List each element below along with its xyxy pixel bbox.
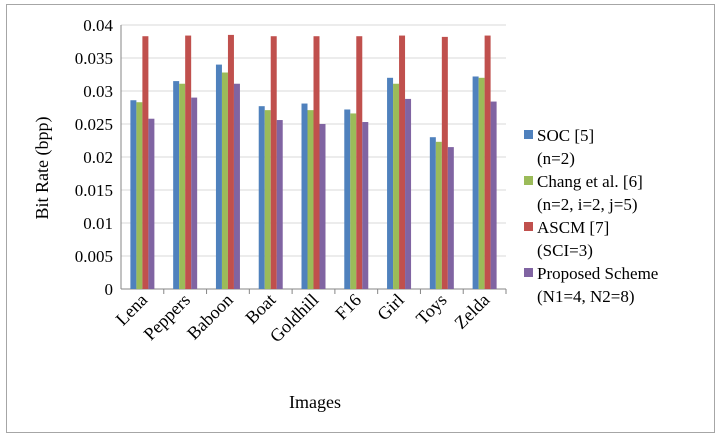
legend-series-params: (n=2) [537,149,575,168]
bar-zelda-series-2 [478,77,485,289]
bar-boat-series-1 [258,106,265,290]
legend-item: ASCM [7] (SCI=3) [524,216,714,262]
x-tick-label: Peppers [140,290,194,344]
bar-baboon-series-1 [215,64,222,289]
x-tick-label: F16 [331,290,365,324]
legend-series-name: Proposed Scheme [537,264,659,283]
y-tick-label: 0.01 [83,214,113,233]
bar-f16-series-1 [344,109,351,289]
legend-series-params: (SCI=3) [537,241,593,260]
bar-goldhill-series-4 [319,124,326,289]
bars [130,34,497,290]
bar-lena-series-2 [136,102,143,289]
bar-lena-series-1 [130,100,137,290]
y-tick-label: 0.035 [75,49,113,68]
bar-peppers-series-2 [179,83,186,290]
bar-girl-series-3 [399,35,406,290]
x-tick-label: Toys [412,290,451,329]
legend-series-name: Chang et al. [6] [537,172,643,191]
bar-lena-series-4 [148,118,155,289]
legend-swatch [524,222,533,231]
y-tick-label: 0.02 [83,148,113,167]
legend: SOC [5] (n=2) Chang et al. [6] (n=2, i=2, j… [524,124,714,308]
bar-goldhill-series-1 [301,103,308,289]
x-axis-label: Images [289,392,341,412]
bar-zelda-series-1 [472,76,479,289]
bar-goldhill-series-2 [307,110,314,289]
bar-boat-series-3 [270,36,277,289]
x-tick-label: Boat [241,290,279,328]
legend-swatch [524,130,533,139]
bar-baboon-series-3 [227,34,234,290]
bar-toys-series-1 [429,137,436,289]
y-tick-labels: 0 0.005 0.01 0.015 0.02 0.025 0.03 0.035 0.04 [75,16,114,299]
y-tick-label: 0.015 [75,181,113,200]
legend-item: SOC [5] (n=2) [524,124,714,170]
bar-f16-series-4 [362,122,369,290]
legend-swatch [524,268,533,277]
bar-lena-series-3 [142,36,149,289]
x-tick-label: Baboon [183,290,237,344]
legend-item: Proposed Scheme (N1=4, N2=8) [524,262,714,308]
y-tick-label: 0 [105,280,114,299]
bar-girl-series-1 [387,77,394,289]
bar-toys-series-3 [441,36,448,289]
bar-toys-series-4 [447,147,454,289]
bar-girl-series-2 [393,83,400,290]
bar-peppers-series-4 [191,97,198,289]
bar-baboon-series-4 [233,83,240,290]
x-tick-label: Zelda [450,290,493,333]
x-tick-label: Goldhill [266,290,323,347]
y-tick-label: 0.03 [83,82,113,101]
bar-goldhill-series-3 [313,36,320,289]
legend-series-params: (n=2, i=2, j=5) [537,195,638,214]
x-tick-label: Girl [373,290,408,325]
y-tick-label: 0.025 [75,115,113,134]
legend-swatch [524,176,533,185]
y-axis-label: Bit Rate (bpp) [32,117,53,220]
bar-boat-series-2 [264,110,271,289]
bar-baboon-series-2 [221,72,228,290]
bar-zelda-series-3 [484,35,491,290]
legend-series-name: ASCM [7] [537,218,610,237]
y-tick-label: 0.04 [83,16,113,35]
bar-f16-series-2 [350,113,357,289]
legend-item: Chang et al. [6] (n=2, i=2, j=5) [524,170,714,216]
bar-peppers-series-3 [185,35,192,290]
bar-zelda-series-4 [490,101,497,289]
legend-series-name: SOC [5] [537,126,595,145]
y-tick-label: 0.005 [75,247,113,266]
bar-girl-series-4 [405,98,412,289]
legend-series-params: (N1=4, N2=8) [537,287,635,306]
bar-f16-series-3 [356,36,363,289]
bar-boat-series-4 [276,120,283,289]
bar-toys-series-2 [435,141,442,289]
bar-peppers-series-1 [173,81,180,289]
